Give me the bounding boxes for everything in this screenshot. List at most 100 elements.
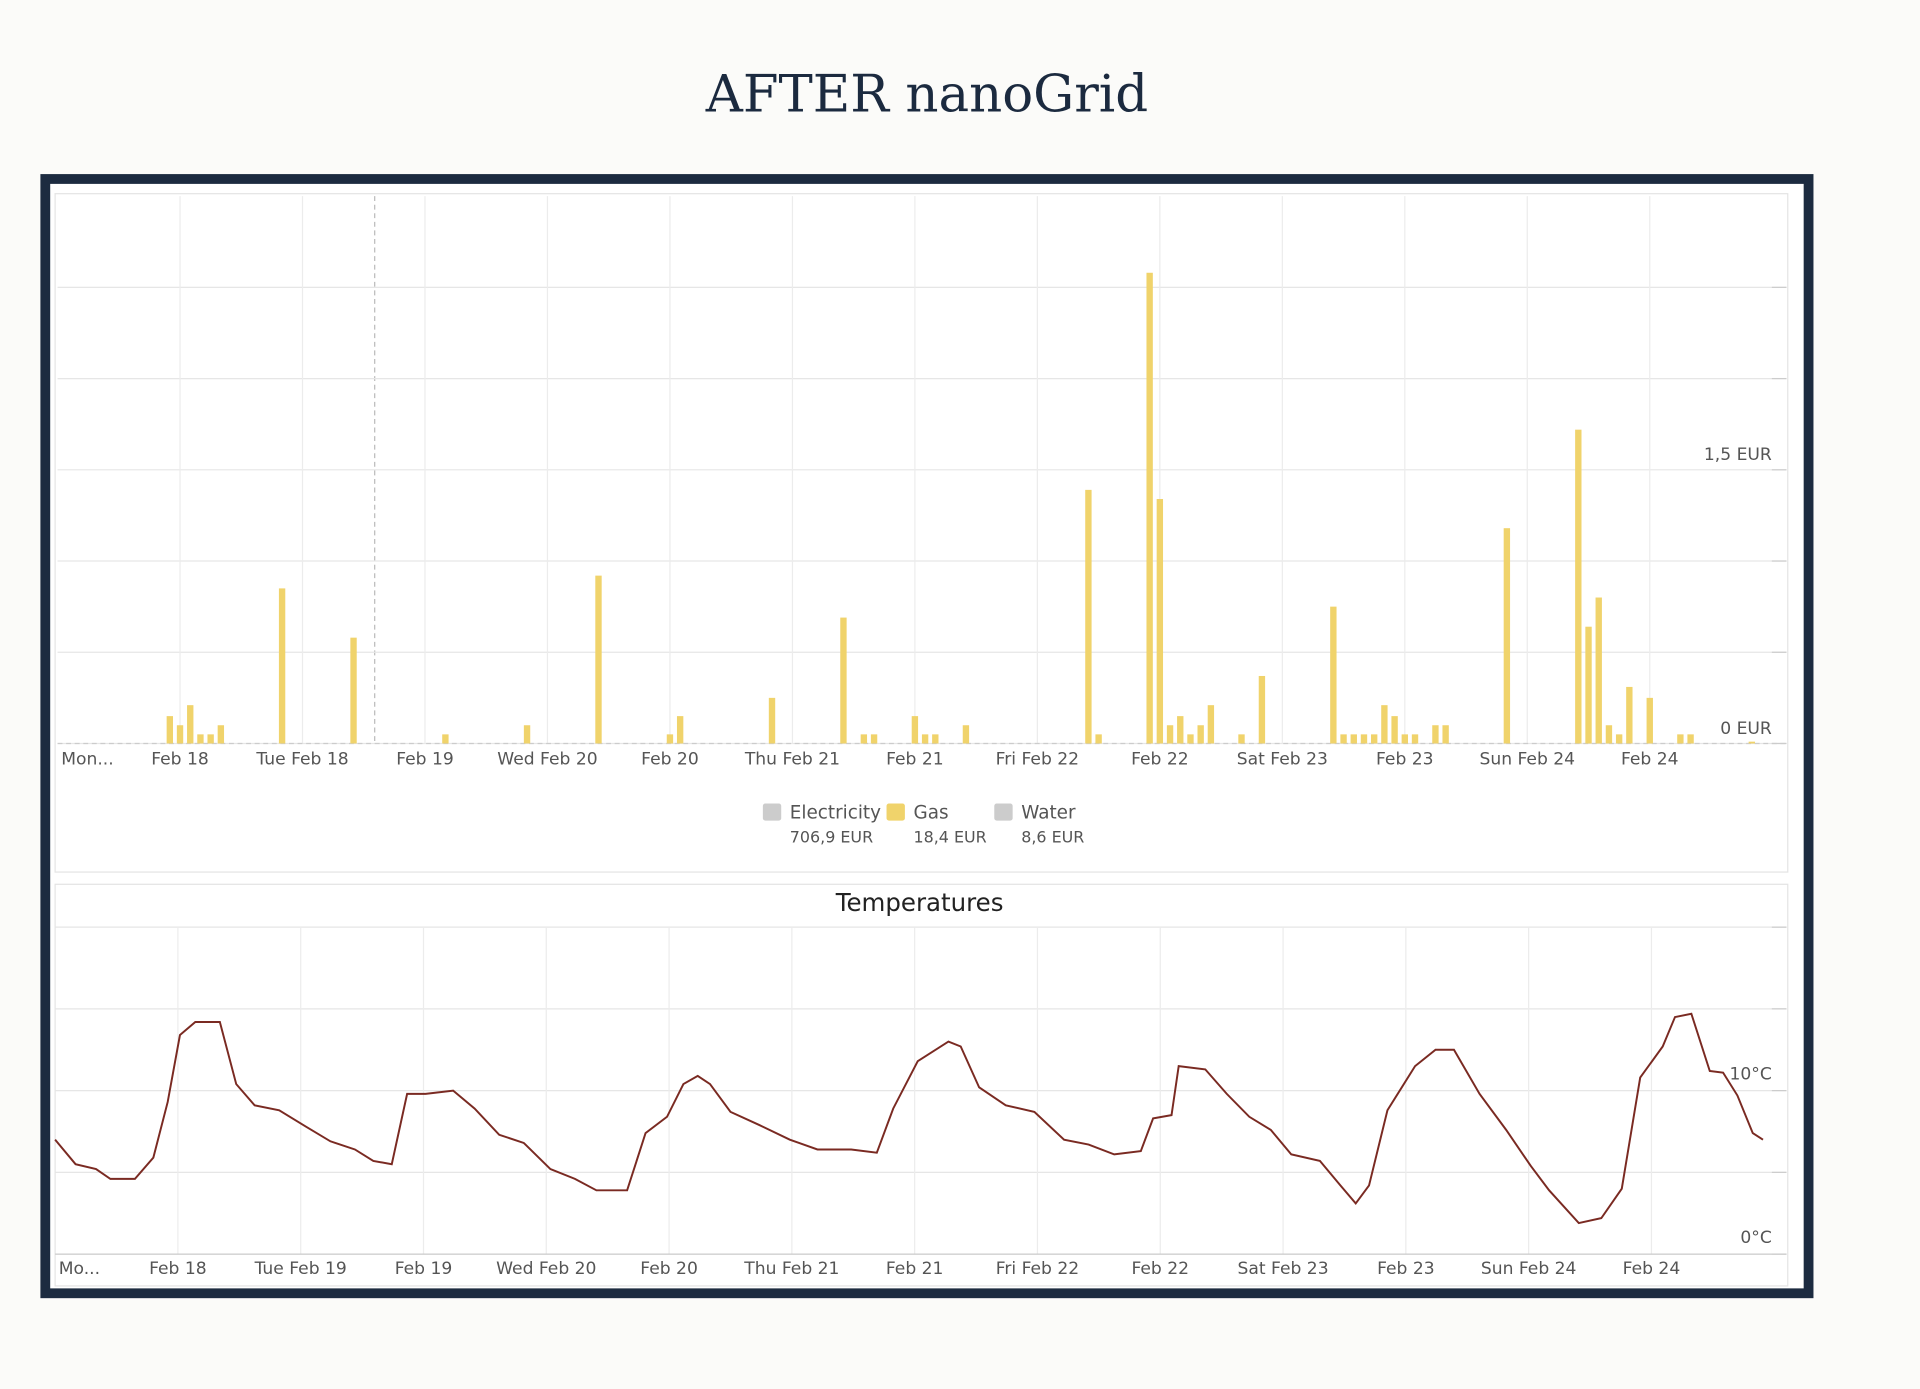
x-tick-label: Tue Feb 19 xyxy=(254,1259,347,1279)
bar xyxy=(1146,272,1153,744)
bar xyxy=(932,734,939,744)
x-tick-label: Feb 22 xyxy=(1131,1259,1189,1279)
bar xyxy=(860,734,868,744)
bar xyxy=(1585,626,1592,744)
bar xyxy=(1340,734,1347,744)
bar xyxy=(1156,498,1164,744)
bar xyxy=(1197,725,1204,744)
x-tick-label: Sun Feb 24 xyxy=(1481,1259,1577,1279)
bar xyxy=(1085,489,1092,744)
bar xyxy=(1687,734,1694,744)
bar xyxy=(1605,725,1613,744)
legend-swatch xyxy=(886,803,905,821)
bar xyxy=(1187,734,1194,744)
y-tick-label: 10°C xyxy=(1730,1065,1772,1085)
bar xyxy=(176,725,184,744)
legend-total: 18,4 EUR xyxy=(913,827,986,846)
x-tick-label: Thu Feb 21 xyxy=(743,1259,839,1279)
x-tick-label: Fri Feb 22 xyxy=(996,1259,1079,1279)
legend-label: Gas xyxy=(913,802,948,823)
bar xyxy=(1677,734,1684,744)
x-tick-label: Tue Feb 18 xyxy=(255,749,348,769)
chart-title: Temperatures xyxy=(835,888,1004,917)
bar xyxy=(1575,429,1582,744)
bar xyxy=(1166,725,1174,744)
panel xyxy=(54,883,1789,1287)
legend-total: 706,9 EUR xyxy=(790,827,873,846)
x-tick-label: Feb 23 xyxy=(1377,1259,1435,1279)
bar xyxy=(595,575,602,744)
bar xyxy=(1615,734,1623,744)
x-tick-label: Feb 19 xyxy=(395,1259,453,1279)
bar xyxy=(207,734,214,744)
bar xyxy=(1432,725,1439,744)
x-tick-label: Sat Feb 23 xyxy=(1238,1259,1329,1279)
x-tick-label: Mo... xyxy=(59,1259,100,1279)
legend-label: Water xyxy=(1021,802,1076,823)
bar xyxy=(870,734,878,744)
bar xyxy=(840,617,847,744)
x-tick-label: Sat Feb 23 xyxy=(1237,749,1328,769)
bar xyxy=(197,734,204,744)
x-tick-label: Feb 24 xyxy=(1623,1259,1681,1279)
x-tick-label: Feb 19 xyxy=(396,749,454,769)
bar xyxy=(1626,686,1633,744)
bar xyxy=(1095,734,1102,744)
y-tick-label: 0°C xyxy=(1740,1228,1771,1248)
bar xyxy=(1595,597,1602,744)
x-tick-label: Feb 20 xyxy=(641,749,699,769)
bar xyxy=(1646,697,1653,744)
bar xyxy=(1177,716,1184,744)
bar xyxy=(1360,734,1368,744)
y-tick-label: 0 EUR xyxy=(1720,719,1772,739)
bar xyxy=(911,716,919,744)
bar xyxy=(1391,716,1398,744)
x-tick-label: Feb 24 xyxy=(1621,749,1679,769)
bar xyxy=(1330,606,1337,744)
bar xyxy=(1371,734,1378,744)
bar xyxy=(1258,675,1266,744)
legend-total: 8,6 EUR xyxy=(1021,827,1084,846)
bar xyxy=(921,734,929,744)
x-tick-label: Feb 22 xyxy=(1131,749,1189,769)
bar xyxy=(666,734,674,744)
x-tick-label: Mon... xyxy=(61,749,113,769)
bar xyxy=(676,716,684,744)
bar xyxy=(1401,734,1408,744)
bar xyxy=(350,637,357,744)
bar xyxy=(1503,528,1511,744)
legend-swatch xyxy=(762,803,782,821)
bar xyxy=(523,725,531,744)
line xyxy=(54,1012,1764,1225)
bar xyxy=(962,725,970,744)
bar xyxy=(1411,734,1419,744)
panel xyxy=(54,193,1789,873)
x-tick-label: Fri Feb 22 xyxy=(996,749,1079,769)
bar xyxy=(166,716,174,744)
legend-label: Electricity xyxy=(790,802,881,823)
x-tick-label: Feb 18 xyxy=(149,1259,207,1279)
bar xyxy=(1238,734,1245,744)
x-tick-label: Feb 23 xyxy=(1376,749,1434,769)
bar xyxy=(1748,741,1756,744)
bar xyxy=(1350,734,1357,744)
bar xyxy=(278,588,286,744)
y-tick-label: 1,5 EUR xyxy=(1704,445,1772,465)
x-tick-label: Feb 21 xyxy=(886,1259,944,1279)
bar xyxy=(1207,705,1215,744)
bar xyxy=(1381,705,1388,744)
x-tick-label: Sun Feb 24 xyxy=(1479,749,1575,769)
bar xyxy=(442,734,449,744)
bar xyxy=(768,697,776,744)
page-title: AFTER nanoGrid xyxy=(705,65,1148,125)
bar xyxy=(187,705,194,744)
x-tick-label: Feb 20 xyxy=(640,1259,698,1279)
x-tick-label: Feb 18 xyxy=(151,749,209,769)
x-tick-label: Wed Feb 20 xyxy=(496,1259,596,1279)
bar xyxy=(217,725,225,744)
x-tick-label: Feb 21 xyxy=(886,749,944,769)
legend-swatch xyxy=(994,803,1013,821)
x-tick-label: Wed Feb 20 xyxy=(497,749,597,769)
x-tick-label: Thu Feb 21 xyxy=(744,749,840,769)
bar xyxy=(1442,725,1449,744)
